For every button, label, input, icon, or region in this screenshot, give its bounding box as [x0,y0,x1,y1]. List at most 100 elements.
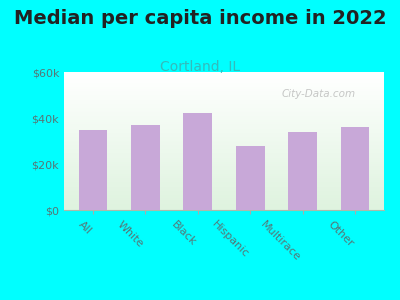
Bar [64,98,384,100]
Bar [64,176,384,177]
Bar [64,160,384,162]
Bar [64,170,384,171]
Bar [288,132,317,210]
Bar [64,181,384,182]
Bar [64,188,384,189]
Bar [64,137,384,138]
Bar [64,129,384,130]
Bar [64,145,384,146]
Bar [64,155,384,156]
Bar [64,164,384,166]
Bar [64,191,384,192]
Bar [64,100,384,101]
Bar [64,182,384,184]
Bar [64,163,384,164]
Bar [64,97,384,98]
Bar [64,104,384,105]
Bar [64,127,384,129]
Bar [64,112,384,113]
Bar [64,105,384,106]
Bar [131,125,160,210]
Bar [64,196,384,198]
Bar [64,87,384,88]
Bar [64,138,384,140]
Bar [64,205,384,206]
Bar [64,136,384,137]
Bar [64,151,384,152]
Bar [64,77,384,79]
Text: Median per capita income in 2022: Median per capita income in 2022 [14,9,386,28]
Bar [64,122,384,123]
Bar [64,91,384,93]
Bar [64,90,384,91]
Bar [64,148,384,149]
Bar [64,187,384,188]
Bar [64,124,384,126]
Bar [64,166,384,167]
Bar [64,108,384,109]
Bar [64,72,384,74]
Bar [64,194,384,195]
Bar [64,82,384,83]
Bar [64,102,384,104]
Bar [64,106,384,108]
Bar [64,208,384,210]
Bar [64,159,384,160]
Bar [64,94,384,95]
Bar [64,198,384,199]
Bar [64,162,384,163]
Bar [78,130,107,210]
Bar [64,180,384,181]
Bar [64,118,384,119]
Bar [64,149,384,151]
Bar [64,206,384,207]
Bar [64,84,384,86]
Bar [64,192,384,194]
Bar [64,152,384,153]
Bar [64,185,384,187]
Bar [64,146,384,148]
Bar [64,141,384,142]
Text: City-Data.com: City-Data.com [282,88,356,99]
Bar [64,173,384,174]
Text: Cortland, IL: Cortland, IL [160,60,240,74]
Bar [64,131,384,133]
Bar [64,195,384,196]
Bar [64,169,384,170]
Bar [64,86,384,87]
Bar [64,111,384,112]
Bar [64,113,384,115]
Bar [64,167,384,169]
Bar [64,142,384,144]
Bar [64,130,384,131]
Bar [64,101,384,102]
Bar [64,83,384,84]
Bar [64,184,384,185]
Bar [236,146,265,210]
Bar [64,93,384,94]
Bar [64,115,384,116]
Bar [64,171,384,173]
Bar [64,207,384,208]
Bar [183,113,212,210]
Bar [64,80,384,82]
Bar [64,116,384,118]
Bar [64,199,384,200]
Bar [64,126,384,127]
Bar [64,109,384,111]
Bar [64,134,384,136]
Bar [64,144,384,145]
Bar [64,153,384,155]
Bar [64,156,384,158]
Bar [64,79,384,80]
Bar [64,203,384,205]
Bar [64,158,384,159]
Bar [341,127,370,210]
Bar [64,133,384,134]
Bar [64,200,384,202]
Bar [64,76,384,77]
Bar [64,123,384,124]
Bar [64,189,384,191]
Bar [64,120,384,122]
Bar [64,177,384,178]
